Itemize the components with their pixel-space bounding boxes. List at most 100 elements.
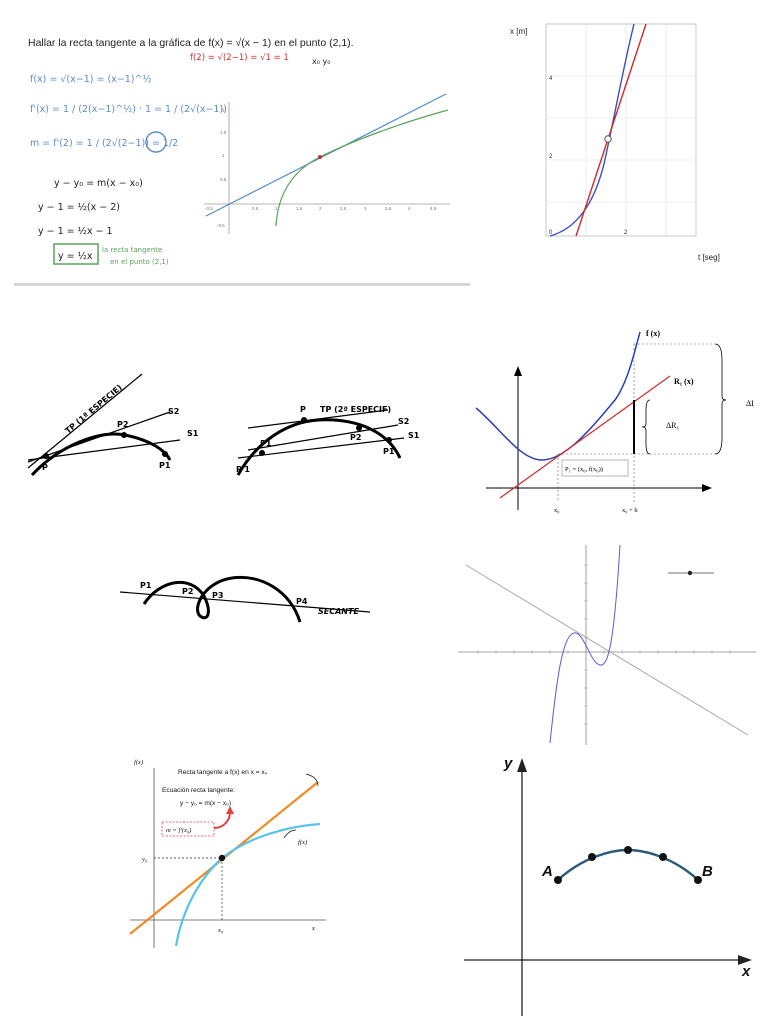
label-p: P (42, 463, 48, 472)
arc-point (588, 853, 596, 861)
tangent-line (465, 564, 749, 736)
increment-diagram: f (x) R₁ (x) ΔR₁ ΔI P₁ = (x₀, f(x₀)) x₀ … (470, 320, 768, 520)
y-tick: 2 (222, 108, 225, 113)
tangent-line (575, 23, 647, 237)
label-secante: SECANTE (318, 607, 359, 616)
tangent-title: Recta tangente a f(x) en x = x₀ (178, 769, 268, 776)
label-s1: S1 (187, 429, 199, 438)
label-r1: R₁ (x) (674, 377, 694, 386)
secant-loop-sketch: P1 P2 P3 P4 SECANTE (100, 560, 380, 630)
tangent-line (27, 373, 143, 469)
cubic-curve (549, 545, 621, 744)
label-p3: P3 (212, 591, 223, 600)
label-point: P₁ = (x₀, f(x₀)) (565, 466, 603, 473)
slope-box (161, 821, 215, 837)
y-tick: -0.5 (217, 223, 225, 228)
tangent-point (218, 854, 226, 862)
y-tick: 4 (549, 76, 553, 82)
step-6: y − 1 = ½x − 1 (38, 226, 113, 237)
label-p1: P1 (159, 461, 171, 470)
x-tick: 4.5 (430, 206, 437, 211)
step-7: y = ½x (58, 251, 93, 262)
y-tick: 1 (222, 153, 225, 158)
tangent-first-kind-sketch: P P2 P1 S2 S1 TP (1ª ESPECIE) (20, 350, 220, 480)
problem-statement: Hallar la recta tangente a la gráfica de… (28, 37, 354, 49)
secant-s2 (247, 424, 399, 451)
tangent-point (318, 155, 322, 159)
y-tick: 0 (549, 230, 553, 236)
x-tick: 2 (319, 206, 322, 211)
tangent-line (499, 375, 671, 499)
arc-curve (557, 848, 699, 881)
tangent-point (604, 135, 612, 143)
label-p1: P1 (260, 439, 272, 448)
label-p2: P2 (182, 587, 193, 596)
label-p1-prime: P'1 (236, 465, 250, 474)
x-axis-label: x (741, 963, 751, 980)
step-1: f(x) = √(x−1) = (x−1)^½ (30, 74, 152, 85)
arc-point (624, 846, 632, 854)
green-note-2: en el punto (2,1) (110, 258, 169, 266)
function-curve (475, 331, 641, 461)
x-tick: 1 (275, 206, 278, 211)
curve (30, 432, 172, 477)
circled-slope (145, 131, 167, 153)
slider-handle[interactable] (687, 570, 693, 576)
y-axis-label: y (503, 755, 513, 772)
secant-s1 (27, 439, 181, 461)
tangent-line (205, 93, 447, 217)
label-tp: TP (2ª ESPECIF) (320, 405, 391, 414)
x-tick: 0.5 (252, 206, 259, 211)
green-note-1: la recta tangente (102, 246, 162, 254)
position-curve (549, 23, 635, 237)
label-p: P (300, 405, 306, 414)
slope-label: m = f'(x₀) (166, 827, 191, 834)
label-p2: P2 (350, 433, 361, 442)
label-x0: x₀ (554, 507, 560, 514)
x-axis-label: t [seg] (698, 253, 720, 262)
secant-s2 (27, 411, 171, 463)
label-p1: P1 (140, 581, 152, 590)
curve-label: f(x) (298, 839, 307, 846)
label-p4: P4 (296, 597, 308, 606)
y-axis-label: f(x) (134, 759, 143, 766)
x-tick: 2 (624, 230, 628, 236)
x-axis-label: x (311, 925, 315, 932)
x-tick: 4 (408, 206, 411, 211)
x0-label: x₀ (217, 927, 224, 934)
label-s2: S2 (398, 417, 409, 426)
label-p1-right: P1 (383, 447, 395, 456)
y-tick: 0.5 (220, 177, 227, 182)
label-delta-r: ΔR₁ (666, 421, 679, 430)
point-b (694, 876, 702, 884)
x-tick: 3 (364, 206, 367, 211)
label-tp: TP (1ª ESPECIE) (64, 383, 124, 436)
red-note: f(2) = √(2−1) = √1 = 1 (190, 53, 289, 63)
x-tick: 2.5 (340, 206, 347, 211)
y-axis-label: x [m] (510, 27, 527, 36)
y-tick: 2 (549, 154, 553, 160)
label-fx: f (x) (646, 329, 660, 338)
step-4: y − y₀ = m(x − x₀) (54, 178, 143, 189)
arc-ab-diagram: y x A B (462, 750, 762, 1020)
plot-frame (545, 23, 697, 237)
step-3: m = f'(2) = 1 / (2√(2−1)) = 1/2 (30, 138, 178, 149)
x0-y0-note: x₀ y₀ (312, 57, 330, 66)
tangent-line (247, 409, 389, 429)
step-5: y − 1 = ½(x − 2) (38, 202, 120, 213)
step-2: f'(x) = 1 / (2(x−1)^½) · 1 = 1 / (2√(x−1… (30, 104, 227, 115)
y-tick: 1.5 (220, 130, 227, 135)
equation: y − y₀ = m(x − x₀) (180, 800, 231, 807)
y0-label: y₀ (141, 856, 148, 863)
tangent-second-kind-sketch: P TP (2ª ESPECIF) P2 P1 P'1 P1 S2 S1 (228, 350, 428, 480)
label-s2: S2 (168, 407, 179, 416)
secant-line (119, 591, 371, 613)
x-tick: -0.5 (205, 206, 213, 211)
x-tick: 3.5 (385, 206, 392, 211)
position-time-graph: x [m] t [seg] 4 2 0 2 (506, 14, 746, 264)
cubic-tangent-graph (458, 545, 756, 745)
label-b: B (702, 863, 713, 880)
x-tick: 1.5 (296, 206, 303, 211)
secant-s1 (237, 437, 405, 459)
loop-curve (142, 575, 302, 623)
